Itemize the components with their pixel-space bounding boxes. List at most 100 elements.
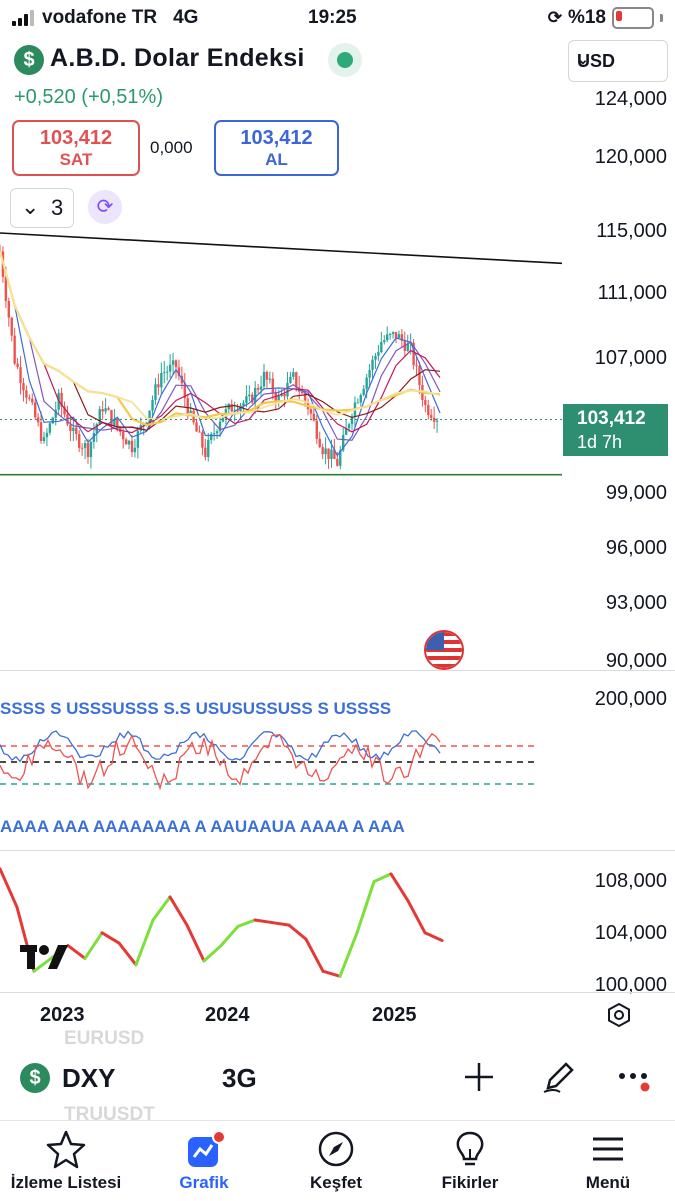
tab-explore[interactable]: Keşfet — [276, 1121, 396, 1193]
oscillator-segment — [321, 969, 342, 978]
battery-icon — [612, 7, 654, 29]
price-change: +0,520 (+0,51%) — [14, 86, 163, 108]
candle-body — [13, 335, 16, 364]
oscillator-line — [0, 867, 444, 978]
candle-body — [210, 434, 213, 440]
battery-percent: %18 — [567, 7, 606, 28]
buy-label: AL — [265, 150, 288, 169]
candle-body — [315, 420, 318, 439]
candle-body — [342, 434, 345, 451]
candle-body — [391, 332, 395, 334]
more-options-icon[interactable] — [616, 1068, 656, 1097]
candle-body — [254, 387, 257, 403]
instrument-title[interactable]: A.B.D. Dolar Endeksi — [50, 44, 305, 72]
candle-body — [60, 392, 63, 407]
timeframe-button[interactable]: 3G — [222, 1063, 257, 1093]
candle-body — [303, 393, 307, 402]
oscillator-segment — [372, 872, 393, 884]
tab-chart[interactable]: Grafik — [144, 1121, 264, 1193]
candle-body — [4, 276, 8, 301]
candle-body — [400, 334, 404, 341]
candle-body — [365, 377, 368, 389]
signal-indicator-pane[interactable]: SSSS S USSSUSSS S.S USUSUSSUSS S USSSS A… — [0, 672, 562, 850]
oscillator-segment — [355, 880, 376, 935]
candle-body — [268, 378, 272, 380]
candle-body — [34, 402, 37, 418]
candle-body — [16, 363, 19, 368]
candle-body — [397, 334, 401, 338]
us-flag-icon[interactable] — [424, 630, 464, 670]
price-axis-label: 120,000 — [594, 146, 667, 168]
candle-body — [435, 420, 439, 422]
candle-body — [242, 402, 245, 406]
price-chart[interactable] — [0, 230, 562, 670]
candle-body — [7, 300, 10, 318]
candle-body — [195, 422, 198, 432]
candle-body — [189, 410, 192, 415]
oscillator-segment — [304, 937, 325, 973]
candle-body — [344, 428, 348, 435]
candle-body — [415, 365, 418, 367]
candle-body — [154, 384, 157, 400]
candle-body — [218, 421, 222, 432]
candle-body — [339, 450, 342, 466]
candle-body — [204, 447, 207, 458]
candle-body — [160, 373, 163, 388]
indicator2-axis-label-1: 108,000 — [594, 870, 667, 892]
candle-body — [406, 343, 409, 351]
candle-body — [80, 447, 84, 449]
candle-body — [371, 359, 374, 370]
candle-body — [333, 449, 336, 459]
trend-indicator-pane[interactable] — [0, 852, 562, 992]
moving-average-line — [0, 251, 441, 434]
candle-body — [292, 372, 295, 377]
candle-body — [251, 394, 254, 403]
drawing-tool-icon[interactable] — [540, 1058, 578, 1101]
sell-label: SAT — [59, 150, 93, 169]
candle-body — [39, 422, 43, 441]
chevron-down-icon: ⌄ — [577, 51, 589, 67]
candle-body — [110, 410, 113, 426]
candle-body — [424, 399, 427, 405]
ghost-symbol-above: EURUSD — [64, 1028, 145, 1049]
oscillator-segment — [185, 923, 206, 963]
candle-body — [54, 409, 57, 418]
price-axis-label: 111,000 — [597, 282, 667, 304]
candle-body — [31, 398, 34, 403]
candle-body — [212, 433, 216, 435]
candle-body — [69, 424, 72, 432]
tab-menu[interactable]: Menü — [548, 1121, 668, 1193]
trend-line — [0, 232, 562, 265]
currency-select[interactable]: USD ⌄ — [568, 40, 668, 82]
add-button[interactable] — [462, 1060, 496, 1099]
tab-ideas[interactable]: Fikirler — [410, 1121, 530, 1193]
candle-body — [356, 402, 360, 404]
candle-body — [412, 342, 415, 366]
indicator-toggle-button[interactable]: ⌄ 3 — [10, 188, 74, 228]
candle-body — [45, 432, 49, 438]
sync-icon[interactable]: ⟳ — [88, 190, 122, 224]
candle-body — [286, 382, 289, 397]
chart-settings-icon[interactable] — [606, 1002, 632, 1033]
candle-body — [142, 424, 145, 426]
oscillator-segment — [151, 895, 172, 922]
symbol-button[interactable]: DXY — [62, 1063, 116, 1093]
candle-body — [374, 355, 377, 360]
candle-body — [36, 417, 40, 423]
network-label: 4G — [173, 7, 199, 28]
moving-average-line — [0, 251, 441, 441]
compass-icon — [276, 1129, 396, 1173]
candle-body — [83, 443, 87, 448]
tab-label: Fikirler — [441, 1173, 499, 1192]
bar-countdown: 1d 7h — [577, 432, 623, 452]
buy-button[interactable]: 103,412 AL — [214, 120, 339, 176]
candle-body — [330, 449, 333, 459]
candle-body — [130, 440, 134, 453]
sell-button[interactable]: 103,412 SAT — [12, 120, 140, 176]
candle-body — [101, 409, 104, 412]
candle-body — [168, 364, 172, 372]
candle-body — [280, 393, 283, 397]
clock: 19:25 — [308, 7, 357, 28]
tab-watchlist[interactable]: İzleme Listesi — [6, 1121, 126, 1193]
candle-body — [86, 443, 90, 458]
